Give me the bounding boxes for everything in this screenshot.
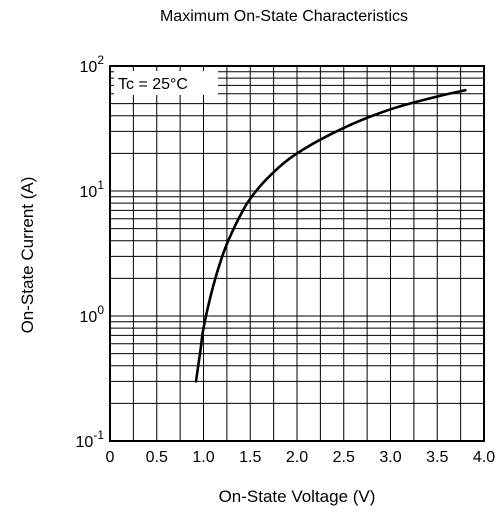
x-tick-label: 0	[106, 449, 115, 466]
x-axis-label: On-State Voltage (V)	[218, 487, 376, 506]
x-tick-label: 2.5	[333, 449, 355, 466]
chart-title: Maximum On-State Characteristics	[159, 8, 409, 25]
y-tick-label: 101	[80, 178, 105, 201]
annotation-text: Tc = 25°C	[118, 76, 188, 93]
plot-frame	[109, 65, 485, 442]
y-tick-label: 100	[80, 303, 105, 326]
x-tick-label: 0.5	[146, 449, 168, 466]
x-tick-label: 1.5	[239, 449, 261, 466]
y-tick-label: 10-1	[76, 428, 105, 451]
y-tick-label: 102	[80, 53, 105, 76]
series-line	[194, 88, 467, 383]
x-tick-label: 4.0	[473, 449, 495, 466]
x-tick-label: 2.0	[286, 449, 308, 466]
x-tick-label: 1.0	[192, 449, 214, 466]
y-axis-label: On-State Current (A)	[18, 176, 37, 334]
x-tick-label: 3.0	[379, 449, 401, 466]
annotation-box	[114, 71, 218, 95]
x-tick-label: 3.5	[426, 449, 448, 466]
